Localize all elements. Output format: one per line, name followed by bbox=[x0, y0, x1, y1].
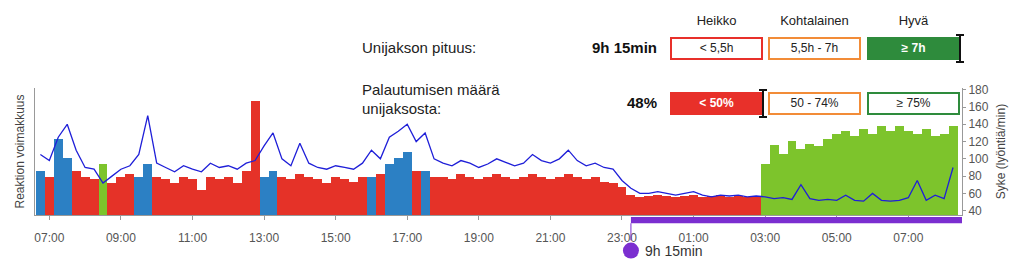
html-text:≥ 75%: ≥ 75% bbox=[896, 96, 931, 110]
html-text:50 - 74%: 50 - 74% bbox=[790, 96, 839, 110]
html-text:Kohtalainen: Kohtalainen bbox=[780, 13, 849, 28]
svg-text:19:00: 19:00 bbox=[464, 231, 494, 245]
svg-text:09:00: 09:00 bbox=[106, 231, 136, 245]
html-text:unijaksosta:: unijaksosta: bbox=[362, 100, 442, 117]
html-text:Palautumisen määrä: Palautumisen määrä bbox=[362, 81, 500, 98]
html-text:5,5h - 7h: 5,5h - 7h bbox=[790, 41, 839, 55]
svg-text:100: 100 bbox=[968, 152, 988, 166]
svg-text:140: 140 bbox=[968, 117, 988, 131]
svg-text:120: 120 bbox=[968, 135, 988, 149]
svg-text:11:00: 11:00 bbox=[178, 231, 207, 245]
svg-text:01:00: 01:00 bbox=[679, 231, 709, 245]
svg-text:15:00: 15:00 bbox=[321, 231, 351, 245]
html-text:Heikko: Heikko bbox=[696, 13, 737, 28]
svg-text:21:00: 21:00 bbox=[535, 231, 565, 245]
svg-text:9h 15min: 9h 15min bbox=[645, 243, 703, 259]
svg-text:Reaktion voimakkuus: Reaktion voimakkuus bbox=[13, 94, 27, 208]
html-text:< 5,5h: < 5,5h bbox=[699, 41, 734, 55]
html-text:< 50%: < 50% bbox=[699, 96, 734, 110]
svg-text:23:00: 23:00 bbox=[607, 231, 637, 245]
svg-text:05:00: 05:00 bbox=[822, 231, 852, 245]
html-text:≥ 7h: ≥ 7h bbox=[901, 41, 926, 55]
svg-text:03:00: 03:00 bbox=[750, 231, 780, 245]
html-text:Unijakson pituus:: Unijakson pituus: bbox=[362, 39, 477, 56]
html-text:Hyvä: Hyvä bbox=[898, 13, 929, 28]
svg-text:Syke (lyöntiä/min): Syke (lyöntiä/min) bbox=[994, 104, 1008, 199]
svg-text:17:00: 17:00 bbox=[392, 231, 422, 245]
html-text:48%: 48% bbox=[627, 94, 657, 111]
html-text:9h 15min: 9h 15min bbox=[592, 39, 657, 56]
svg-text:13:00: 13:00 bbox=[249, 231, 279, 245]
svg-text:180: 180 bbox=[968, 83, 988, 97]
svg-text:160: 160 bbox=[968, 100, 988, 114]
svg-text:07:00: 07:00 bbox=[893, 231, 923, 245]
svg-text:07:00: 07:00 bbox=[34, 231, 64, 245]
svg-text:40: 40 bbox=[968, 204, 982, 218]
svg-text:80: 80 bbox=[968, 169, 982, 183]
svg-text:60: 60 bbox=[968, 187, 982, 201]
